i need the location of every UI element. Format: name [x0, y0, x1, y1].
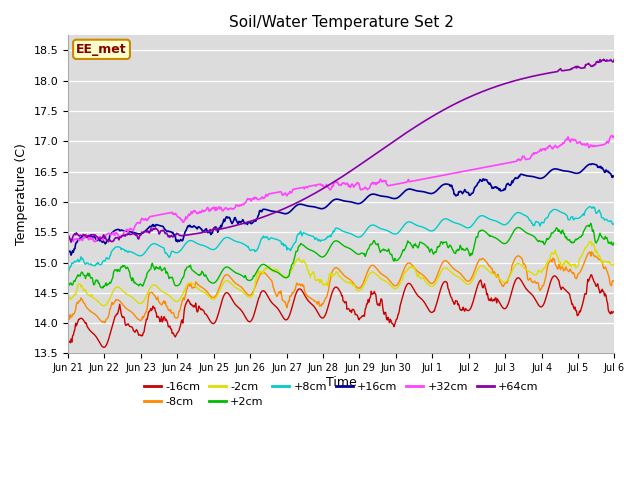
-16cm — [74, 319, 82, 324]
-16cm — [424, 306, 432, 312]
Line: -2cm: -2cm — [68, 241, 614, 306]
-8cm — [424, 278, 432, 284]
Line: +2cm: +2cm — [68, 223, 614, 288]
+2cm — [99, 285, 107, 291]
-16cm — [408, 284, 416, 289]
+16cm — [216, 225, 223, 231]
+16cm — [589, 161, 596, 167]
+64cm — [64, 234, 72, 240]
+64cm — [611, 56, 618, 62]
+32cm — [64, 237, 72, 242]
+64cm — [216, 227, 223, 232]
+2cm — [131, 279, 139, 285]
-8cm — [216, 285, 223, 291]
-8cm — [408, 263, 416, 268]
+8cm — [65, 268, 72, 274]
+8cm — [216, 241, 223, 247]
Legend: -16cm, -8cm, -2cm, +2cm, +8cm, +16cm, +32cm, +64cm: -16cm, -8cm, -2cm, +2cm, +8cm, +16cm, +3… — [140, 377, 543, 411]
+8cm — [75, 258, 83, 264]
-8cm — [611, 278, 618, 284]
-2cm — [131, 297, 139, 302]
+8cm — [64, 268, 72, 274]
+2cm — [74, 272, 82, 278]
+32cm — [408, 178, 416, 184]
+8cm — [586, 204, 594, 209]
-8cm — [74, 300, 82, 306]
+2cm — [186, 262, 194, 268]
+2cm — [216, 274, 223, 279]
-8cm — [186, 281, 194, 287]
Text: EE_met: EE_met — [76, 43, 127, 56]
-2cm — [186, 280, 194, 286]
+64cm — [186, 232, 194, 238]
Y-axis label: Temperature (C): Temperature (C) — [15, 144, 28, 245]
+32cm — [131, 223, 139, 229]
-2cm — [424, 282, 432, 288]
-2cm — [408, 264, 416, 270]
Line: +8cm: +8cm — [68, 206, 614, 271]
+32cm — [91, 239, 99, 245]
+8cm — [131, 251, 139, 257]
+16cm — [611, 174, 618, 180]
+2cm — [64, 282, 72, 288]
-2cm — [74, 282, 82, 288]
+64cm — [424, 116, 432, 121]
-8cm — [131, 312, 139, 318]
+32cm — [186, 212, 194, 217]
+64cm — [131, 231, 139, 237]
+2cm — [611, 242, 618, 248]
+16cm — [408, 187, 416, 192]
Line: +64cm: +64cm — [68, 59, 614, 242]
+64cm — [67, 240, 75, 245]
-2cm — [216, 288, 223, 294]
+32cm — [216, 204, 223, 210]
-2cm — [611, 264, 618, 269]
-8cm — [100, 320, 108, 325]
+16cm — [186, 223, 194, 229]
-2cm — [100, 303, 108, 309]
+16cm — [75, 236, 83, 242]
Line: -16cm: -16cm — [68, 275, 614, 348]
Title: Soil/Water Temperature Set 2: Soil/Water Temperature Set 2 — [228, 15, 454, 30]
-16cm — [131, 329, 139, 335]
+8cm — [186, 238, 194, 243]
Line: +16cm: +16cm — [68, 164, 614, 255]
-8cm — [588, 249, 595, 255]
+16cm — [424, 190, 432, 196]
+64cm — [75, 232, 83, 238]
-16cm — [588, 272, 595, 278]
+16cm — [67, 252, 75, 258]
-8cm — [64, 313, 72, 319]
+32cm — [424, 175, 432, 181]
+8cm — [424, 227, 432, 233]
Line: -8cm: -8cm — [68, 252, 614, 323]
+32cm — [74, 236, 82, 241]
+16cm — [64, 250, 72, 256]
+16cm — [131, 230, 139, 236]
-16cm — [100, 345, 108, 350]
-16cm — [216, 308, 223, 313]
+2cm — [587, 220, 595, 226]
-16cm — [611, 309, 618, 315]
+8cm — [611, 221, 618, 227]
+2cm — [408, 243, 416, 249]
+2cm — [424, 244, 432, 250]
Line: +32cm: +32cm — [68, 135, 614, 242]
+32cm — [611, 132, 618, 138]
+8cm — [408, 220, 416, 226]
-16cm — [186, 301, 194, 307]
-16cm — [64, 337, 72, 343]
-2cm — [587, 239, 595, 244]
+64cm — [408, 126, 416, 132]
-2cm — [64, 296, 72, 301]
X-axis label: Time: Time — [326, 376, 356, 389]
